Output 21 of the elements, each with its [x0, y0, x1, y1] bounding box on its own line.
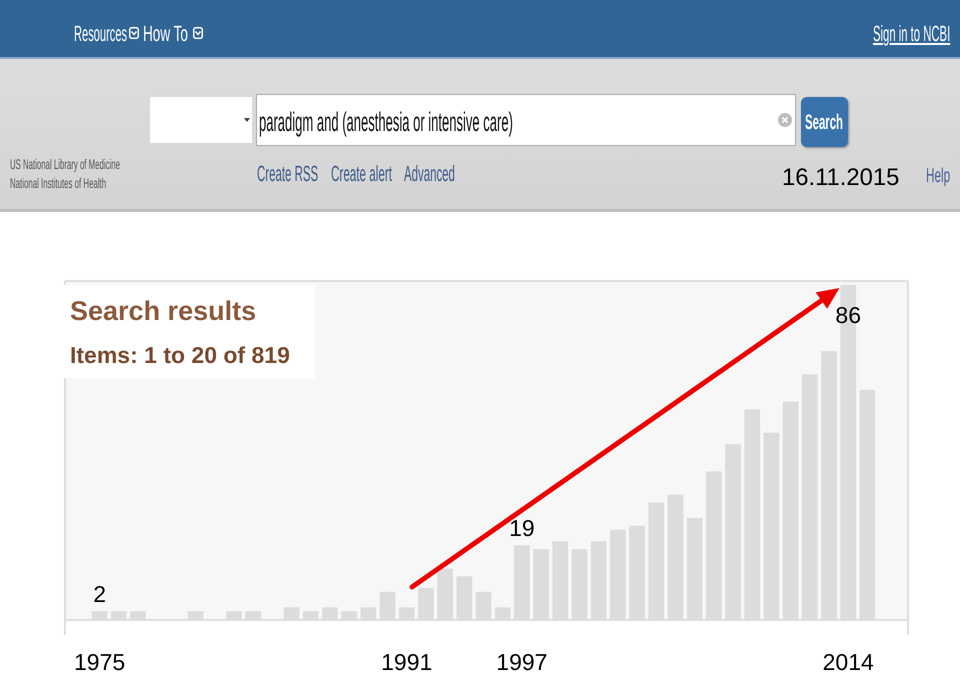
text: Items: 1 to 20 of 819: [70, 342, 290, 368]
data-label: 19: [509, 515, 535, 542]
text: National Institutes of Health: [10, 175, 106, 191]
x-tick-label: 1991: [381, 649, 432, 676]
x-tick-label: 1975: [74, 649, 126, 676]
text: Resources: [74, 21, 128, 46]
data-label: 86: [835, 302, 862, 328]
text: Advanced: [404, 161, 455, 186]
text: Sign in to NCBI: [873, 21, 950, 46]
text: US National Library of Medicine: [10, 156, 120, 172]
x-tick-label: 2014: [822, 649, 874, 676]
chart-title: Search results: [70, 296, 256, 326]
text: 16.11.2015: [782, 164, 900, 191]
text: Create RSS: [257, 161, 318, 186]
data-label: 2: [93, 581, 106, 608]
text: How To: [143, 21, 188, 46]
text: Search: [805, 110, 844, 134]
text: Help: [926, 165, 950, 187]
text: Create alert: [331, 161, 392, 186]
x-tick-label: 1997: [496, 649, 548, 676]
text: paradigm and (anesthesia or intensive care): [259, 106, 513, 136]
